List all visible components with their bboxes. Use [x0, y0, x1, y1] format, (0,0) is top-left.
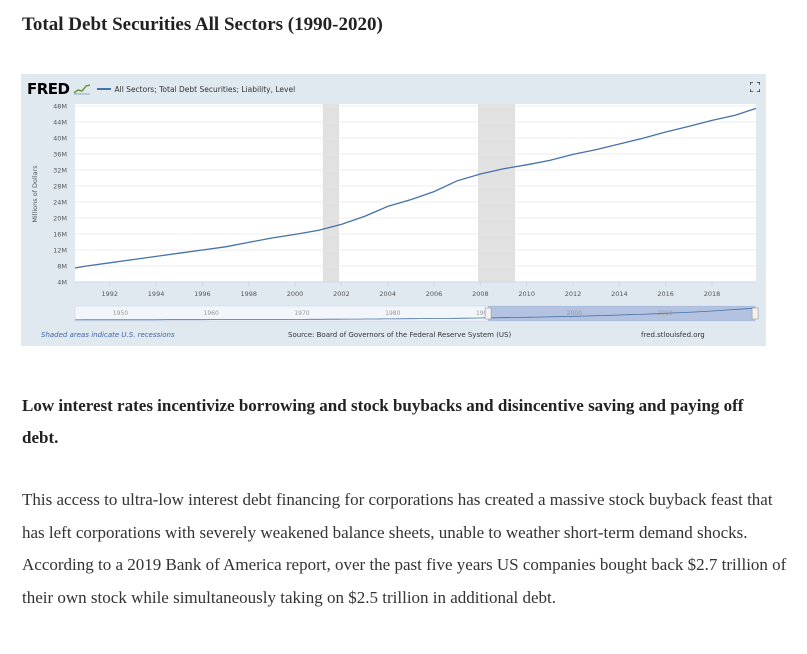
navigator-selection	[488, 306, 756, 321]
y-tick-label: 8M	[57, 263, 67, 271]
plot-area	[75, 104, 756, 282]
article-subheading: Low interest rates incentivize borrowing…	[22, 396, 744, 447]
x-tick-label: 1996	[194, 290, 211, 298]
recession-band	[478, 104, 516, 282]
navigator-tick-label: 1980	[385, 310, 400, 317]
recession-footnote: Shaded areas indicate U.S. recessions	[41, 331, 175, 339]
y-tick-label: 44M	[53, 119, 67, 127]
x-tick-label: 2012	[565, 290, 582, 298]
y-tick-label: 12M	[53, 247, 67, 255]
article-title: Total Debt Securities All Sectors (1990-…	[22, 14, 383, 35]
legend-swatch	[96, 88, 111, 90]
legend-label: All Sectors; Total Debt Securities; Liab…	[114, 84, 296, 94]
y-tick-label: 20M	[53, 215, 67, 223]
y-tick-label: 16M	[53, 231, 67, 239]
navigator-tick-label: 2000	[567, 310, 582, 317]
y-tick-label: 40M	[53, 135, 67, 143]
article-paragraph: This access to ultra-low interest debt f…	[22, 490, 787, 607]
navigator-tick-label: 2010	[658, 310, 673, 317]
x-tick-label: 2002	[333, 290, 350, 298]
y-tick-label: 32M	[53, 167, 67, 175]
fred-url-link[interactable]: fred.stlouisfed.org	[641, 331, 705, 339]
fred-logo[interactable]: FRED	[27, 80, 70, 98]
x-tick-label: 2014	[611, 290, 628, 298]
fred-footer: Shaded areas indicate U.S. recessions So…	[21, 329, 766, 343]
x-tick-label: 2016	[657, 290, 674, 298]
navigator-handle[interactable]	[751, 307, 759, 320]
y-axis-label: Millions of Dollars	[31, 165, 39, 223]
navigator-tick-label: 1970	[294, 310, 309, 317]
x-tick-label: 2008	[472, 290, 489, 298]
y-tick-label: 28M	[53, 183, 67, 191]
y-tick-label: 36M	[53, 151, 67, 159]
y-tick-label: 4M	[57, 279, 67, 287]
x-tick-label: 1994	[148, 290, 165, 298]
x-tick-label: 2004	[379, 290, 396, 298]
y-tick-label: 24M	[53, 199, 67, 207]
x-tick-label: 2000	[287, 290, 304, 298]
x-tick-label: 2018	[704, 290, 721, 298]
navigator-tick-label: 1950	[113, 310, 128, 317]
y-tick-label: 48M	[53, 103, 67, 111]
fred-header: FRED All Sectors; Total Debt Securities;…	[27, 80, 295, 98]
navigator-series	[74, 307, 757, 321]
x-tick-label: 2010	[518, 290, 535, 298]
navigator-handle[interactable]	[484, 307, 492, 320]
recession-band	[322, 104, 340, 282]
x-tick-label: 1998	[240, 290, 257, 298]
navigator-tick-label: 1960	[204, 310, 219, 317]
chart-svg: 4M 8M 12M 16M 20M 24M 28M 32M 36M 40M 44M 48M Millio…	[31, 103, 759, 322]
fred-chart-panel: FRED All Sectors; Total Debt Securities;…	[21, 74, 766, 346]
x-tick-label: 2006	[426, 290, 443, 298]
x-tick-label: 1992	[101, 290, 118, 298]
navigator-tick-label: 1990	[476, 310, 491, 317]
source-text: Source: Board of Governors of the Federa…	[288, 331, 512, 339]
series-line	[74, 107, 757, 269]
fred-logo-graph-icon	[73, 84, 90, 95]
